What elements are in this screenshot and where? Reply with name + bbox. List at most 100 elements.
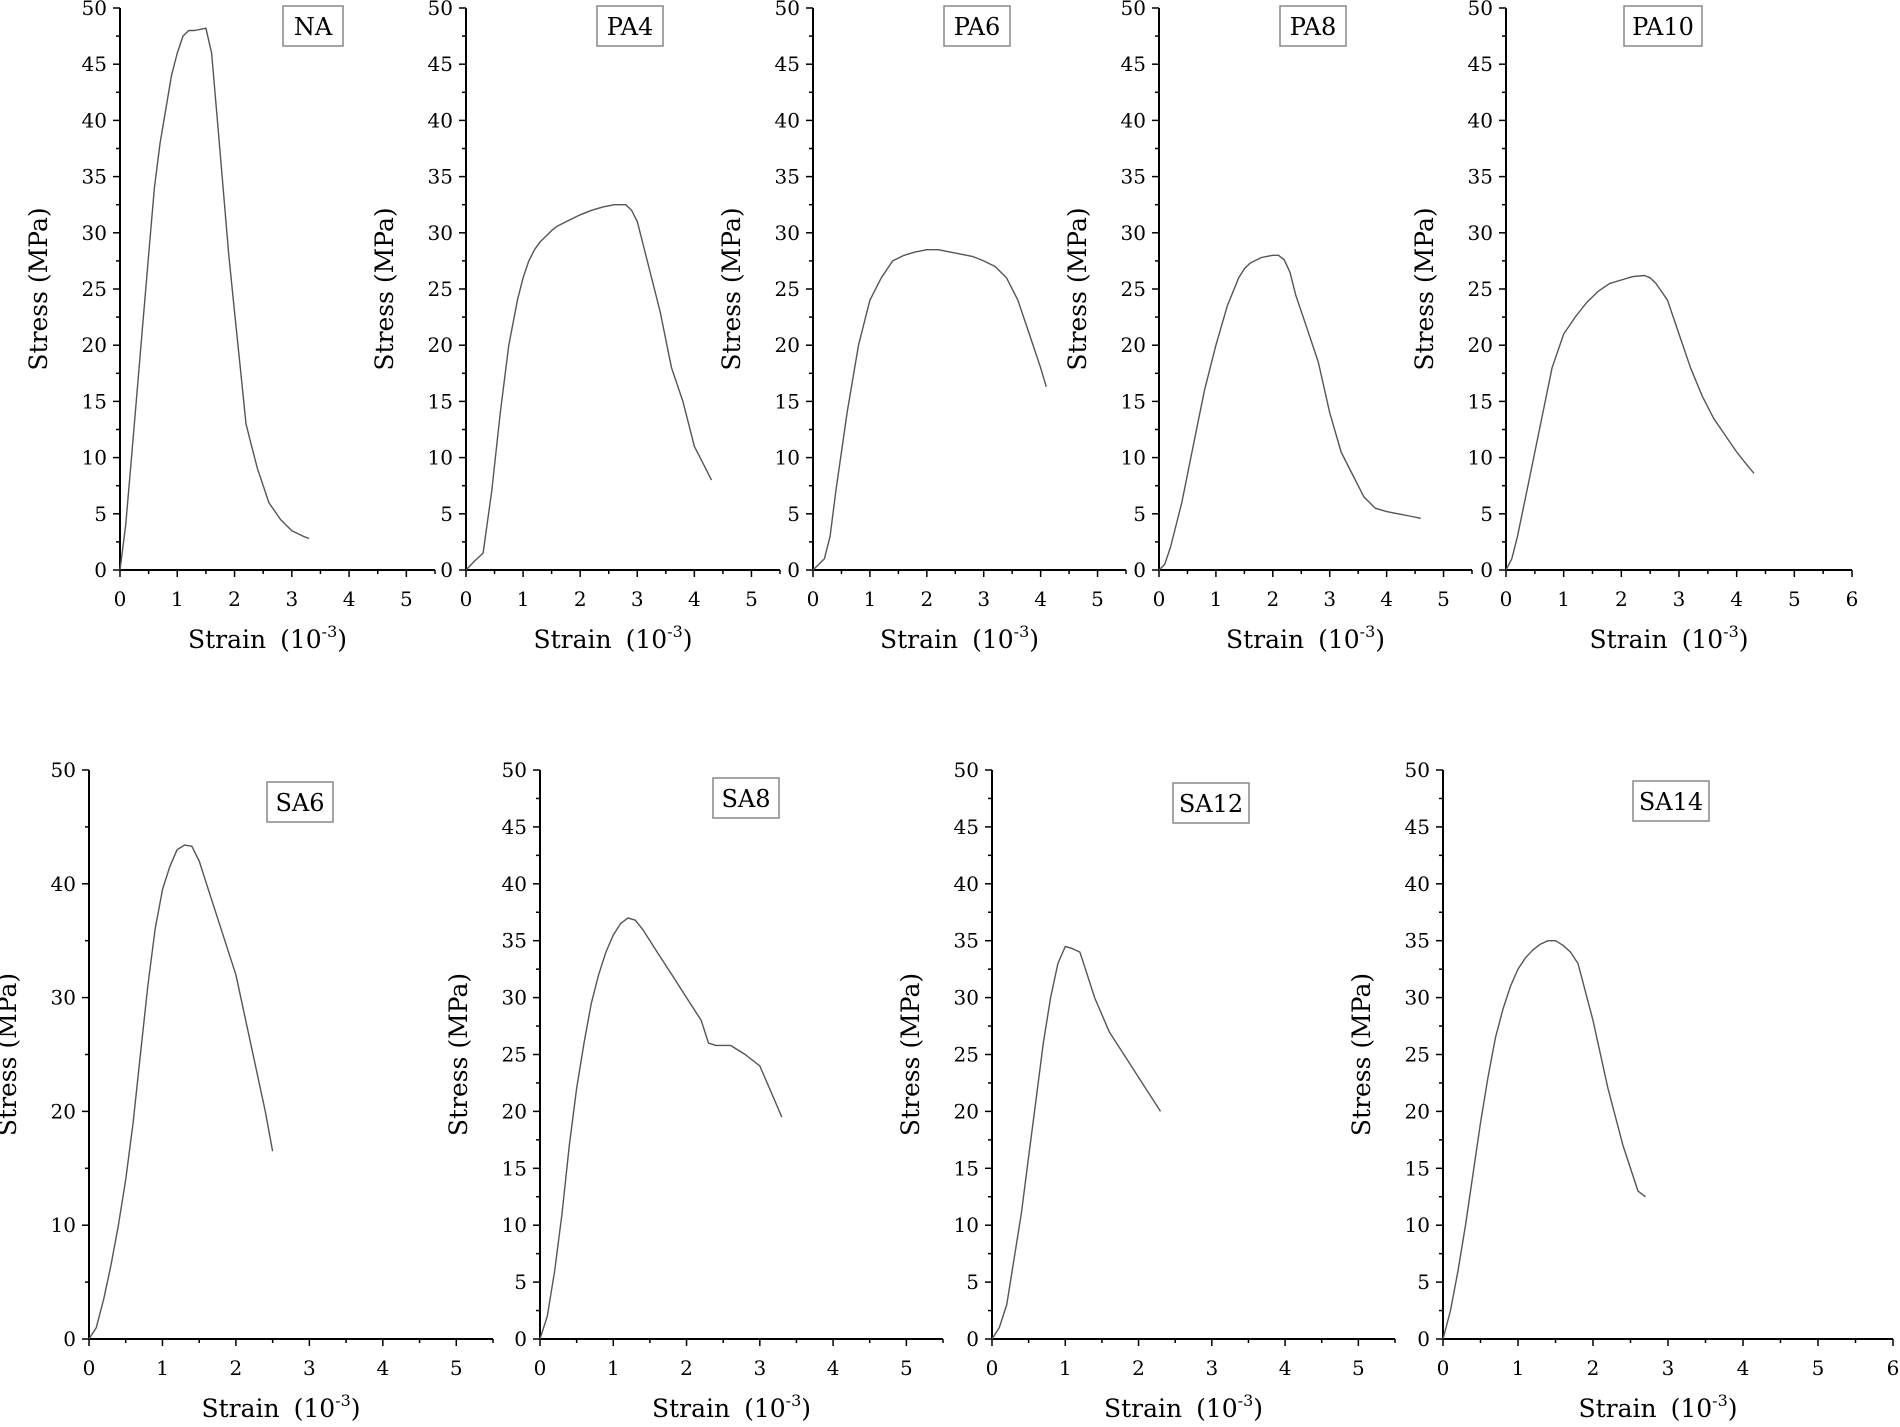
x-axis-title-main: Strain — [1226, 625, 1304, 654]
y-tick-label: 10 — [1405, 1213, 1430, 1237]
x-axis-title-close: ) — [1739, 625, 1749, 654]
legend-label: SA14 — [1639, 788, 1703, 816]
legend-label: PA10 — [1632, 13, 1694, 41]
y-tick-label: 15 — [1121, 389, 1146, 413]
x-axis-title-main: Strain — [880, 625, 958, 654]
x-tick-label: 1 — [1557, 587, 1570, 611]
x-tick-label: 5 — [900, 1356, 913, 1380]
x-tick-label: 3 — [977, 587, 990, 611]
legend-label: SA12 — [1179, 790, 1243, 818]
x-axis-title-main: Strain — [533, 625, 611, 654]
x-tick-label: 2 — [1266, 587, 1279, 611]
y-tick-label: 5 — [787, 502, 800, 526]
y-tick-label: 40 — [1405, 872, 1430, 896]
x-axis-title-main: Strain — [652, 1394, 730, 1422]
series-line-sa8 — [539, 917, 783, 1340]
x-tick-label: 6 — [1887, 1356, 1900, 1380]
y-tick-label: 40 — [1468, 108, 1493, 132]
y-tick-label: 20 — [1121, 333, 1146, 357]
x-tick-label: 1 — [864, 587, 877, 611]
x-tick-label: 4 — [1730, 587, 1743, 611]
x-tick-label: 4 — [688, 587, 701, 611]
x-axis-title-exponent: -3 — [335, 1391, 351, 1410]
legend-label: SA6 — [275, 789, 324, 817]
y-tick-label: 15 — [1405, 1156, 1430, 1180]
x-axis-title: Strain (10-3) — [1226, 622, 1385, 654]
x-axis-title-close: ) — [1253, 1394, 1263, 1422]
x-axis-title: Strain (10-3) — [533, 622, 692, 654]
legend-sa12: SA12 — [1172, 782, 1250, 824]
x-tick-label: 0 — [83, 1356, 96, 1380]
legend-sa8: SA8 — [712, 777, 780, 819]
series-line-na — [119, 27, 310, 571]
x-tick-label: 6 — [1846, 587, 1859, 611]
x-axis-title: Strain (10-3) — [880, 622, 1039, 654]
y-tick-label: 45 — [1468, 52, 1493, 76]
x-tick-label: 1 — [1512, 1356, 1525, 1380]
x-tick-label: 0 — [807, 587, 820, 611]
x-tick-label: 2 — [230, 1356, 243, 1380]
y-tick-label: 15 — [1468, 389, 1493, 413]
x-tick-label: 5 — [745, 587, 758, 611]
chart-sa6: 0 10 20 30 40 50 0 1 2 3 4 5 Stress (MPa) Strain (10-3… — [0, 758, 494, 1423]
x-axis-title-exponent: -3 — [1723, 622, 1739, 641]
y-axis-title: Stress (MPa) — [370, 207, 399, 370]
y-tick-label: 30 — [1468, 221, 1493, 245]
x-tick-label: 5 — [400, 587, 413, 611]
x-axis-title: Strain (10-3) — [1104, 1391, 1263, 1422]
x-axis-title: Strain (10-3) — [188, 622, 347, 654]
x-axis-title-unit: (10 — [1671, 1394, 1713, 1422]
x-tick-label: 0 — [1437, 1356, 1450, 1380]
y-tick-label: 10 — [1121, 446, 1146, 470]
x-tick-label: 2 — [920, 587, 933, 611]
y-tick-label: 0 — [63, 1327, 76, 1351]
x-tick-label: 4 — [1737, 1356, 1750, 1380]
y-tick-label: 15 — [82, 389, 107, 413]
y-tick-label: 45 — [1121, 52, 1146, 76]
series-line-pa4 — [465, 203, 713, 571]
x-tick-label: 2 — [1587, 1356, 1600, 1380]
y-tick-label: 25 — [775, 277, 800, 301]
x-axis-title-unit: (10 — [972, 625, 1014, 654]
y-tick-label: 50 — [502, 758, 527, 782]
y-tick-label: 5 — [1417, 1270, 1430, 1294]
y-tick-label: 10 — [954, 1213, 979, 1237]
x-tick-label: 2 — [228, 587, 241, 611]
legend-box — [712, 777, 780, 819]
y-tick-label: 25 — [82, 277, 107, 301]
y-tick-label: 20 — [775, 333, 800, 357]
x-tick-label: 1 — [156, 1356, 169, 1380]
x-tick-label: 5 — [1352, 1356, 1365, 1380]
legend-pa6: PA6 — [943, 5, 1011, 47]
y-tick-label: 25 — [1121, 277, 1146, 301]
x-axis-title: Strain (10-3) — [1589, 622, 1748, 654]
y-tick-label: 45 — [954, 815, 979, 839]
y-tick-label: 5 — [1480, 502, 1493, 526]
y-tick-label: 40 — [775, 108, 800, 132]
x-axis-title-unit: (10 — [1682, 625, 1724, 654]
legend-label: PA8 — [1290, 13, 1337, 41]
x-axis-title: Strain (10-3) — [201, 1391, 360, 1422]
y-tick-label: 35 — [1121, 165, 1146, 189]
y-tick-label: 5 — [440, 502, 453, 526]
y-tick-label: 35 — [954, 929, 979, 953]
y-tick-label: 50 — [775, 0, 800, 20]
y-axis-title: Stress (MPa) — [444, 973, 473, 1136]
x-axis-title-unit: (10 — [1196, 1394, 1238, 1422]
x-tick-label: 3 — [303, 1356, 316, 1380]
y-tick-label: 30 — [1405, 986, 1430, 1010]
x-tick-label: 3 — [631, 587, 644, 611]
y-tick-label: 25 — [428, 277, 453, 301]
y-tick-label: 50 — [1468, 0, 1493, 20]
x-tick-label: 3 — [285, 587, 298, 611]
x-axis-title-close: ) — [1375, 625, 1385, 654]
x-tick-label: 3 — [1673, 587, 1686, 611]
y-tick-label: 30 — [775, 221, 800, 245]
y-tick-label: 20 — [1468, 333, 1493, 357]
y-tick-label: 0 — [1480, 558, 1493, 582]
series-line-sa6 — [88, 844, 274, 1340]
x-axis-title-exponent: -3 — [1238, 1391, 1254, 1410]
